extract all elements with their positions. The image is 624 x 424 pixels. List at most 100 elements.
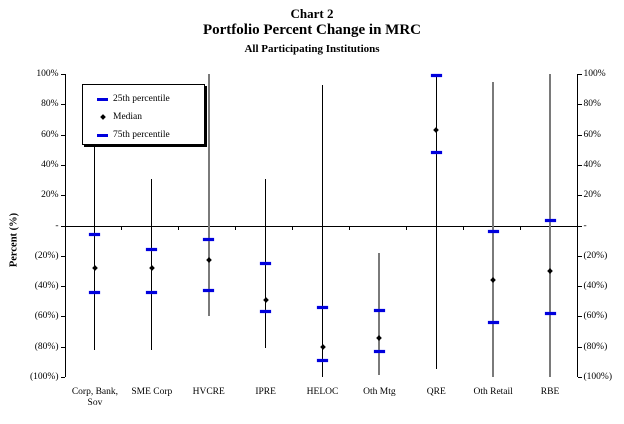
- y-tick-left: [60, 164, 65, 166]
- whisker-line: [549, 74, 552, 377]
- whisker-line: [94, 143, 96, 350]
- y-tick-right: [577, 195, 582, 197]
- percentile-dash-marker: [317, 305, 328, 309]
- category-label: RBE: [540, 387, 560, 397]
- percentile-dash-icon: [97, 134, 108, 137]
- y-tick-label-right: (60%): [583, 311, 608, 322]
- category-label: Corp, Bank, Sov: [71, 387, 119, 408]
- y-tick-label-right: 20%: [583, 190, 601, 201]
- y-tick-left: [60, 74, 65, 75]
- y-tick-label-left: 60%: [41, 129, 59, 140]
- percentile-dash-marker: [487, 230, 499, 234]
- y-tick-label-left: 40%: [41, 159, 59, 170]
- legend-label: 25th percentile: [113, 94, 170, 104]
- percentile-dash-marker: [260, 310, 272, 314]
- category-label: Oth Retail: [473, 387, 513, 397]
- y-tick-right: [577, 104, 582, 106]
- chart-number-title: Chart 2: [290, 6, 334, 21]
- y-tick-label-right: (80%): [583, 341, 608, 352]
- y-tick-left: [60, 104, 65, 106]
- median-marker: [92, 265, 98, 271]
- percentile-dash-marker: [430, 151, 442, 155]
- y-tick-right: [577, 286, 582, 288]
- y-tick-label-right: 40%: [583, 159, 601, 170]
- x-boundary-tick: [348, 226, 350, 230]
- median-marker: [148, 265, 155, 271]
- y-tick-right: [577, 74, 582, 75]
- percentile-dash-marker: [203, 237, 215, 241]
- whisker-line: [378, 252, 381, 376]
- y-tick-label-right: 60%: [583, 129, 601, 140]
- whisker-line: [207, 74, 210, 317]
- percentile-dash-marker: [430, 74, 442, 77]
- median-marker: [376, 334, 383, 341]
- x-boundary-tick: [405, 226, 407, 230]
- zero-line: [64, 225, 578, 227]
- y-tick-label-right: -: [583, 220, 587, 231]
- percentile-dash-marker: [373, 349, 385, 353]
- y-tick-label-left: (80%): [34, 341, 59, 352]
- percentile-dash-marker: [89, 233, 101, 237]
- median-diamond-icon: [100, 114, 106, 120]
- percentile-dash-marker: [544, 219, 556, 223]
- y-tick-right: [577, 377, 582, 378]
- percentile-dash-marker: [146, 248, 158, 252]
- y-tick-left: [60, 286, 65, 288]
- y-tick-label-left: (40%): [34, 281, 59, 292]
- y-tick-left: [60, 346, 65, 348]
- y-tick-label-right: (100%): [583, 372, 613, 382]
- x-boundary-tick: [519, 226, 521, 230]
- y-tick-label-right: 100%: [583, 69, 606, 79]
- whisker-line: [435, 74, 437, 370]
- legend-label: 75th percentile: [113, 130, 170, 140]
- percentile-dash-marker: [487, 320, 499, 324]
- y-tick-label-left: (20%): [34, 250, 59, 261]
- y-tick-left: [60, 225, 65, 227]
- percentile-dash-marker: [146, 290, 158, 294]
- y-tick-label-left: (100%): [30, 372, 59, 382]
- category-label: Oth Mtg: [363, 387, 396, 397]
- y-tick-left: [60, 377, 65, 378]
- chart-subtitle: All Participating Institutions: [244, 43, 380, 55]
- x-boundary-tick: [178, 226, 180, 230]
- y-tick-right: [577, 346, 582, 348]
- chart-main-title: Portfolio Percent Change in MRC: [202, 22, 421, 38]
- median-marker: [490, 277, 496, 283]
- y-tick-left: [60, 195, 65, 197]
- y-tick-label-left: 100%: [36, 69, 59, 79]
- x-boundary-tick: [462, 226, 464, 230]
- y-tick-left: [60, 316, 65, 318]
- percentile-dash-marker: [544, 311, 556, 315]
- y-tick-right: [577, 225, 582, 227]
- y-tick-label-left: 80%: [41, 99, 59, 110]
- legend-box: 25th percentile Median 75th percentile: [82, 84, 205, 145]
- percentile-dash-icon: [97, 98, 108, 101]
- median-marker: [262, 296, 269, 303]
- percentile-dash-marker: [203, 289, 215, 293]
- y-tick-right: [577, 134, 582, 136]
- category-label: HVCRE: [192, 387, 225, 397]
- whisker-line: [492, 81, 495, 377]
- y-tick-label-right: (20%): [583, 250, 608, 261]
- category-label: HELOC: [306, 387, 339, 397]
- x-boundary-tick: [292, 226, 294, 230]
- y-tick-label-left: 20%: [41, 190, 59, 201]
- y-tick-left: [60, 255, 65, 257]
- category-label: SME Corp: [131, 387, 173, 397]
- percentile-dash-marker: [317, 358, 328, 362]
- y-tick-label-right: 80%: [583, 99, 601, 110]
- y-tick-label-right: (40%): [583, 281, 608, 292]
- legend-item-75th-percentile: 75th percentile: [83, 129, 202, 143]
- whisker-line: [151, 178, 153, 350]
- y-tick-label-left: -: [55, 220, 59, 231]
- percentile-dash-marker: [89, 290, 101, 294]
- category-label: IPRE: [255, 387, 276, 397]
- percentile-dash-marker: [373, 308, 385, 312]
- legend-item-median: Median: [83, 111, 202, 125]
- y-tick-label-left: (60%): [34, 311, 59, 322]
- y-tick-right: [577, 164, 582, 166]
- median-marker: [433, 127, 440, 133]
- legend-item-25th-percentile: 25th percentile: [83, 93, 202, 107]
